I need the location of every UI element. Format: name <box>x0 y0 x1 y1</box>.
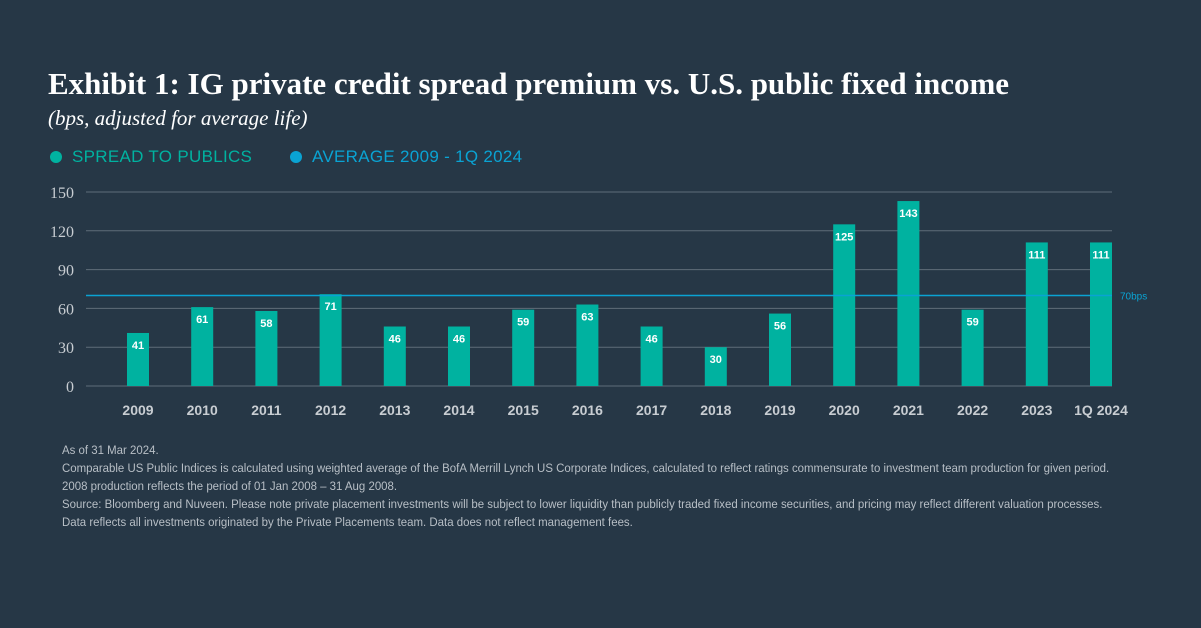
footnote: Source: Bloomberg and Nuveen. Please not… <box>62 497 1103 511</box>
data-label: 59 <box>517 317 529 329</box>
data-label: 46 <box>645 334 657 346</box>
data-label: 59 <box>966 317 978 329</box>
data-label: 61 <box>196 314 208 326</box>
x-tick-label: 2023 <box>1021 402 1052 418</box>
legend-label: AVERAGE 2009 - 1Q 2024 <box>312 147 523 166</box>
data-label: 125 <box>835 231 853 243</box>
x-tick-label: 2018 <box>700 402 731 418</box>
data-label: 58 <box>260 318 272 330</box>
bar <box>383 326 406 386</box>
footnote: Data reflects all investments originated… <box>62 515 633 529</box>
bar <box>255 310 278 386</box>
data-label: 63 <box>581 312 593 324</box>
y-tick-label: 150 <box>50 185 74 202</box>
x-tick-label: 2017 <box>636 402 667 418</box>
bar <box>1090 242 1112 386</box>
bar <box>576 304 599 386</box>
legend-dot-icon <box>290 151 302 163</box>
bar <box>769 313 791 386</box>
footnote: As of 31 Mar 2024. <box>62 443 159 457</box>
x-tick-label: 2020 <box>829 402 860 418</box>
data-label: 41 <box>132 340 144 352</box>
data-label: 30 <box>710 354 722 366</box>
y-tick-label: 120 <box>50 224 74 241</box>
x-tick-label: 1Q 2024 <box>1074 402 1128 418</box>
x-tick-label: 2015 <box>508 402 539 418</box>
y-tick-label: 90 <box>58 263 74 280</box>
bar <box>640 326 663 386</box>
chart-title: Exhibit 1: IG private credit spread prem… <box>48 66 1010 101</box>
x-tick-label: 2011 <box>251 402 282 418</box>
legend-dot-icon <box>50 151 62 163</box>
footnotes: As of 31 Mar 2024. Comparable US Public … <box>62 441 1188 531</box>
data-label: 111 <box>1092 249 1109 261</box>
data-label: 56 <box>774 321 786 333</box>
legend-label: SPREAD TO PUBLICS <box>72 147 253 166</box>
x-tick-label: 2009 <box>122 402 153 418</box>
bar <box>191 307 214 386</box>
x-tick-label: 2014 <box>443 402 474 418</box>
bar <box>512 309 535 386</box>
bar <box>448 326 470 386</box>
average-line-label: 70bps <box>1120 291 1147 302</box>
legend-item-spread: SPREAD TO PUBLICS <box>50 147 252 167</box>
data-label: 46 <box>453 334 465 346</box>
bar <box>1025 242 1048 386</box>
data-label: 143 <box>899 208 917 220</box>
y-tick-label: 30 <box>58 340 74 357</box>
bar <box>833 224 856 386</box>
x-tick-label: 2019 <box>764 402 795 418</box>
bar-chart: 0 30 60 90 120 150 41 2009 61 2010 58 2011 71 2012 46 2… <box>50 185 1147 418</box>
footnote: 2008 production reflects the period of 0… <box>62 479 398 493</box>
bar <box>127 332 149 386</box>
data-label: 46 <box>389 334 401 346</box>
bar <box>704 347 727 386</box>
y-tick-label: 0 <box>66 379 74 396</box>
x-tick-label: 2010 <box>187 402 218 418</box>
x-tick-label: 2021 <box>893 402 924 418</box>
data-label: 111 <box>1028 249 1045 261</box>
x-tick-label: 2016 <box>572 402 603 418</box>
data-label: 71 <box>324 301 336 313</box>
chart-subtitle: (bps, adjusted for average life) <box>48 106 308 130</box>
x-tick-label: 2022 <box>957 402 988 418</box>
y-tick-label: 60 <box>58 301 74 318</box>
bar <box>897 201 920 386</box>
legend-item-average: AVERAGE 2009 - 1Q 2024 <box>290 147 522 167</box>
bar <box>961 309 984 386</box>
x-tick-label: 2013 <box>379 402 410 418</box>
footnote: Comparable US Public Indices is calculat… <box>62 461 1110 475</box>
bar <box>319 294 342 386</box>
x-tick-label: 2012 <box>315 402 346 418</box>
